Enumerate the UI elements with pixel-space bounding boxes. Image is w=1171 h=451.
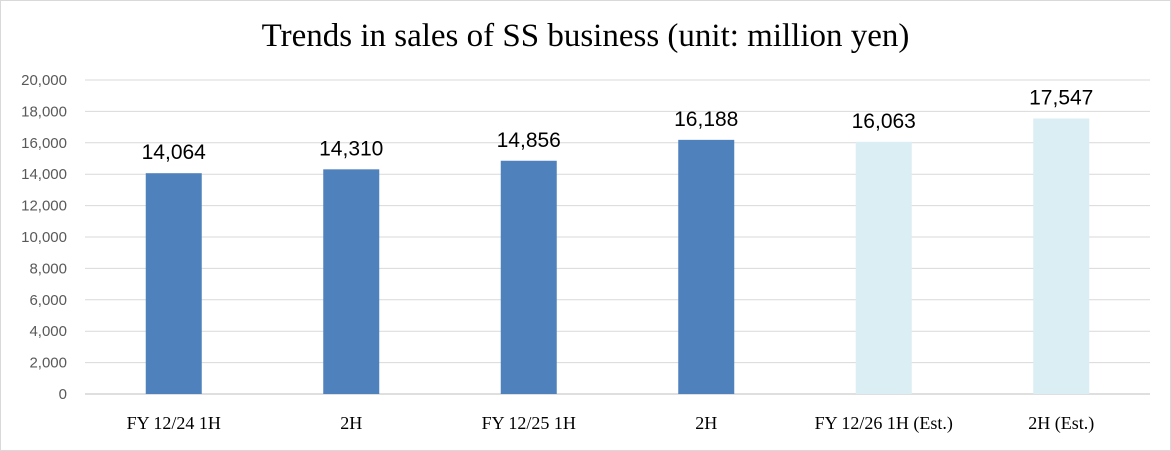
- bar-estimate: [1033, 118, 1090, 395]
- y-tick-label: 0: [59, 386, 67, 403]
- y-tick-label: 18,000: [21, 103, 67, 120]
- x-tick-label: FY 12/26 1H (Est.): [815, 413, 953, 434]
- bar-estimate: [855, 141, 912, 394]
- x-tick-label: 2H: [695, 413, 717, 433]
- y-tick-label: 2,000: [29, 355, 67, 372]
- y-tick-label: 14,000: [21, 166, 67, 183]
- data-label: 16,188: [674, 108, 738, 131]
- data-labels: 14,064 14,310 14,856 16,188 16,063 17,547: [142, 87, 1094, 165]
- gridlines: [85, 79, 1150, 395]
- bar-actual: [500, 160, 557, 394]
- y-axis-ticks: 0 2,000 4,000 6,000 8,000 10,000 12,000 14,000 1…: [21, 72, 67, 403]
- x-tick-label: FY 12/24 1H: [127, 413, 221, 433]
- data-label: 16,063: [852, 110, 916, 133]
- bar-actual: [678, 139, 735, 394]
- bars: [145, 118, 1090, 395]
- y-tick-label: 6,000: [29, 292, 67, 309]
- x-tick-label: FY 12/25 1H: [482, 413, 576, 433]
- y-tick-label: 16,000: [21, 135, 67, 152]
- y-tick-label: 4,000: [29, 323, 67, 340]
- data-label: 14,310: [319, 137, 383, 160]
- data-label: 14,064: [142, 141, 207, 164]
- y-tick-label: 20,000: [21, 72, 67, 89]
- data-label: 14,856: [497, 129, 561, 152]
- x-axis-ticks: FY 12/24 1H 2H FY 12/25 1H 2H FY 12/26 1H (E…: [127, 413, 1095, 434]
- y-tick-label: 12,000: [21, 198, 67, 215]
- x-tick-label: 2H: [340, 413, 362, 433]
- x-tick-label: 2H (Est.): [1028, 413, 1094, 434]
- bar-actual: [323, 169, 380, 394]
- y-tick-label: 10,000: [21, 229, 67, 246]
- y-tick-label: 8,000: [29, 260, 67, 277]
- data-label: 17,547: [1029, 87, 1093, 110]
- chart-title: Trends in sales of SS business (unit: mi…: [261, 18, 910, 54]
- bar-actual: [145, 173, 202, 394]
